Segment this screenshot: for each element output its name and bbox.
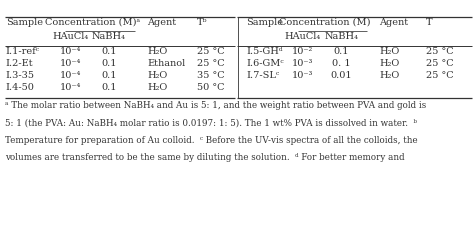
Text: volumes are transferred to be the same by diluting the solution.  ᵈ For better m: volumes are transferred to be the same b… [5, 153, 404, 162]
Text: 0.1: 0.1 [101, 83, 117, 92]
Text: 25 °C: 25 °C [197, 59, 224, 68]
Text: H₂O: H₂O [147, 71, 167, 80]
Text: H₂O: H₂O [147, 47, 167, 56]
Text: HAuCl₄: HAuCl₄ [284, 32, 320, 41]
Text: Temperature for preparation of Au colloid.  ᶜ Before the UV-vis spectra of all t: Temperature for preparation of Au colloi… [5, 136, 418, 145]
Text: Ethanol: Ethanol [147, 59, 185, 68]
Text: 10⁻⁴: 10⁻⁴ [59, 47, 81, 56]
Text: ᵃ The molar ratio between NaBH₄ and Au is 5: 1, and the weight ratio between PVA: ᵃ The molar ratio between NaBH₄ and Au i… [5, 101, 426, 110]
Text: 25 °C: 25 °C [197, 47, 224, 56]
Text: 5: 1 (the PVA: Au: NaBH₄ molar ratio is 0.0197: 1: 5). The 1 wt% PVA is dissolve: 5: 1 (the PVA: Au: NaBH₄ molar ratio is … [5, 119, 417, 128]
Text: 10⁻⁴: 10⁻⁴ [59, 83, 81, 92]
Text: NaBH₄: NaBH₄ [92, 32, 126, 41]
Text: 25 °C: 25 °C [426, 71, 453, 80]
Text: Agent: Agent [147, 18, 176, 27]
Text: 50 °C: 50 °C [197, 83, 224, 92]
Text: 10⁻⁴: 10⁻⁴ [59, 59, 81, 68]
Text: Sample: Sample [6, 18, 43, 27]
Text: NaBH₄: NaBH₄ [324, 32, 358, 41]
Text: H₂O: H₂O [147, 83, 167, 92]
Text: 0.01: 0.01 [330, 71, 352, 80]
Text: Sample: Sample [246, 18, 283, 27]
Text: T: T [426, 18, 432, 27]
Text: H₂O: H₂O [379, 59, 400, 68]
Text: 25 °C: 25 °C [426, 59, 453, 68]
Text: 35 °C: 35 °C [197, 71, 224, 80]
Text: I.3-35: I.3-35 [6, 71, 35, 80]
Text: 25 °C: 25 °C [426, 47, 453, 56]
Text: 10⁻³: 10⁻³ [292, 71, 313, 80]
Text: 10⁻²: 10⁻² [292, 47, 313, 56]
Text: I.4-50: I.4-50 [6, 83, 35, 92]
Text: Concentration (M)ᵃ: Concentration (M)ᵃ [45, 18, 140, 27]
Text: 0.1: 0.1 [334, 47, 349, 56]
Text: I.5-GHᵈ: I.5-GHᵈ [246, 47, 283, 56]
Text: 10⁻⁴: 10⁻⁴ [59, 71, 81, 80]
Text: Concentration (M): Concentration (M) [279, 18, 371, 27]
Text: 0.1: 0.1 [101, 59, 117, 68]
Text: Tᵇ: Tᵇ [197, 18, 207, 27]
Text: I.7-SLᶜ: I.7-SLᶜ [246, 71, 280, 80]
Text: I.1-refᶜ: I.1-refᶜ [6, 47, 40, 56]
Text: 0. 1: 0. 1 [332, 59, 351, 68]
Text: I.6-GMᶜ: I.6-GMᶜ [246, 59, 284, 68]
Text: H₂O: H₂O [379, 71, 400, 80]
Text: HAuCl₄: HAuCl₄ [52, 32, 88, 41]
Text: 0.1: 0.1 [101, 47, 117, 56]
Text: 10⁻³: 10⁻³ [292, 59, 313, 68]
Text: Agent: Agent [379, 18, 408, 27]
Text: H₂O: H₂O [379, 47, 400, 56]
Text: I.2-Et: I.2-Et [6, 59, 33, 68]
Text: 0.1: 0.1 [101, 71, 117, 80]
